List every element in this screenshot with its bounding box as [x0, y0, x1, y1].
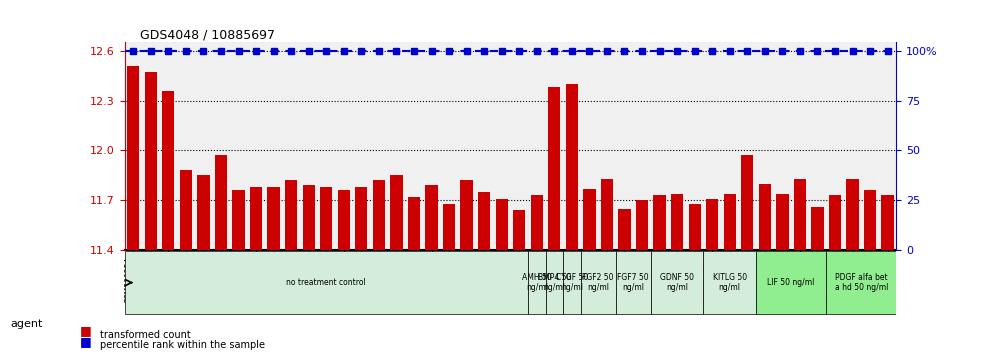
Bar	[829, 195, 842, 250]
Bar	[232, 190, 245, 250]
Bar	[268, 187, 280, 250]
Bar	[303, 185, 315, 250]
Bar	[759, 184, 771, 250]
Bar	[635, 200, 648, 250]
Text: ■: ■	[80, 325, 92, 337]
Bar	[741, 155, 753, 250]
FancyBboxPatch shape	[528, 251, 546, 314]
Text: GDNF 50
ng/ml: GDNF 50 ng/ml	[660, 273, 694, 292]
Bar	[373, 181, 385, 250]
Bar	[671, 194, 683, 250]
Bar	[179, 170, 192, 250]
FancyBboxPatch shape	[703, 251, 756, 314]
Bar	[847, 179, 859, 250]
Text: no treatment control: no treatment control	[287, 278, 367, 287]
FancyBboxPatch shape	[581, 251, 616, 314]
Text: percentile rank within the sample: percentile rank within the sample	[100, 340, 265, 350]
Bar	[706, 199, 718, 250]
Bar	[619, 209, 630, 250]
Text: GDS4048 / 10885697: GDS4048 / 10885697	[139, 28, 275, 41]
Text: FGF2 50
ng/ml: FGF2 50 ng/ml	[583, 273, 614, 292]
FancyBboxPatch shape	[827, 251, 896, 314]
Bar	[443, 204, 455, 250]
Bar	[197, 175, 209, 250]
Text: LIF 50 ng/ml: LIF 50 ng/ml	[768, 278, 815, 287]
Bar	[531, 195, 543, 250]
FancyBboxPatch shape	[756, 251, 827, 314]
Bar	[162, 91, 174, 250]
Bar	[566, 84, 578, 250]
Bar	[601, 179, 614, 250]
Bar	[776, 194, 789, 250]
Bar	[881, 195, 893, 250]
FancyBboxPatch shape	[546, 251, 563, 314]
Bar	[584, 189, 596, 250]
Bar	[478, 192, 490, 250]
Bar	[496, 199, 508, 250]
Bar	[390, 175, 402, 250]
FancyBboxPatch shape	[616, 251, 650, 314]
FancyBboxPatch shape	[563, 251, 581, 314]
Bar	[864, 190, 876, 250]
Text: CTGF 50
ng/ml: CTGF 50 ng/ml	[556, 273, 588, 292]
Bar	[215, 155, 227, 250]
FancyBboxPatch shape	[124, 251, 528, 314]
Bar	[460, 181, 473, 250]
Text: agent: agent	[10, 319, 43, 329]
Bar	[513, 210, 525, 250]
Bar	[320, 187, 333, 250]
Bar	[250, 187, 262, 250]
Text: AMH 50
ng/ml: AMH 50 ng/ml	[522, 273, 552, 292]
Bar	[338, 190, 350, 250]
Bar	[425, 185, 437, 250]
Bar	[285, 181, 297, 250]
Bar	[688, 204, 701, 250]
Bar	[407, 197, 420, 250]
Bar	[812, 207, 824, 250]
Text: PDGF alfa bet
a hd 50 ng/ml: PDGF alfa bet a hd 50 ng/ml	[835, 273, 888, 292]
Text: FGF7 50
ng/ml: FGF7 50 ng/ml	[618, 273, 649, 292]
Text: BMP4 50
ng/ml: BMP4 50 ng/ml	[538, 273, 571, 292]
Bar	[356, 187, 368, 250]
Bar	[127, 66, 139, 250]
Bar	[548, 87, 561, 250]
Bar	[794, 179, 806, 250]
Text: KITLG 50
ng/ml: KITLG 50 ng/ml	[713, 273, 747, 292]
Bar	[144, 72, 157, 250]
Text: transformed count: transformed count	[100, 330, 190, 339]
Text: ■: ■	[80, 335, 92, 348]
FancyBboxPatch shape	[650, 251, 703, 314]
Bar	[724, 194, 736, 250]
Bar	[653, 195, 665, 250]
